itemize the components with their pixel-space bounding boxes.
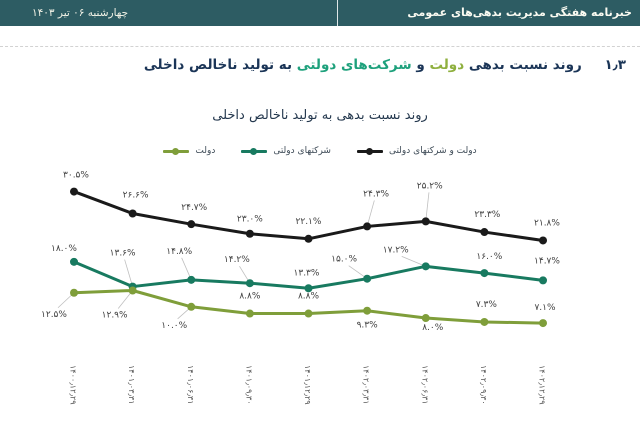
svg-text:۲۶.۶%: ۲۶.۶%: [123, 191, 149, 201]
svg-text:۱۴۰۲٫۰۶٫۳۱: ۱۴۰۲٫۰۶٫۳۱: [420, 365, 429, 405]
svg-text:۱۴۰۲٫۰۳٫۳۱: ۱۴۰۲٫۰۳٫۳۱: [362, 365, 371, 405]
header-date: چهارشنبه ۰۶ تیر ۱۴۰۳: [32, 7, 129, 19]
svg-text:۱۲.۵%: ۱۲.۵%: [41, 310, 67, 320]
legend-line-marker-icon: [241, 147, 268, 156]
svg-text:۱۴۰۱٫۱۲٫۲۹: ۱۴۰۱٫۱۲٫۲۹: [303, 365, 312, 405]
legend-item-government: دولت: [163, 146, 215, 156]
svg-text:۹.۳%: ۹.۳%: [357, 321, 379, 331]
svg-text:۲۳.۳%: ۲۳.۳%: [474, 210, 500, 220]
svg-text:۱۵.۰%: ۱۵.۰%: [331, 255, 357, 265]
svg-text:۲۵.۲%: ۲۵.۲%: [417, 181, 443, 191]
svg-text:۱۸.۰%: ۱۸.۰%: [51, 244, 77, 254]
section-number: ۱٫۳: [604, 57, 626, 73]
svg-text:۱۷.۲%: ۱۷.۲%: [383, 245, 409, 255]
svg-text:۱۴۰۰٫۱۲٫۲۹: ۱۴۰۰٫۱۲٫۲۹: [69, 365, 78, 405]
header-divider: [337, 0, 338, 26]
legend-label: دولت و شرکتهای دولتی: [388, 146, 477, 156]
svg-text:۱۴۰۱٫۰۹٫۳۰: ۱۴۰۱٫۰۹٫۳۰: [244, 365, 253, 405]
section-title: ۱٫۳ روند نسبت بدهی دولت و شرکت‌های دولتی…: [144, 57, 626, 73]
svg-text:۱۴.۷%: ۱۴.۷%: [534, 256, 560, 266]
svg-text:۱۴۰۱٫۰۳٫۳۱: ۱۴۰۱٫۰۳٫۳۱: [127, 365, 136, 405]
chart-title: روند نسبت بدهی به تولید ناخالص داخلی: [212, 108, 428, 123]
svg-text:۲۳.۰%: ۲۳.۰%: [237, 215, 263, 225]
svg-text:۲۴.۷%: ۲۴.۷%: [181, 203, 207, 213]
svg-text:۱۴۰۲٫۰۹٫۳۰: ۱۴۰۲٫۰۹٫۳۰: [479, 365, 488, 405]
chart-legend: دولت و شرکتهای دولتی شرکتهای دولتی دولت: [0, 146, 640, 156]
svg-text:۷.۱%: ۷.۱%: [534, 303, 556, 313]
legend-label: شرکتهای دولتی: [273, 146, 331, 156]
svg-text:۱۲.۹%: ۱۲.۹%: [102, 311, 128, 321]
debt-ratio-line-chart: ۳۰.۵% ۲۶.۶% ۲۴.۷% ۲۳.۰% ۲۲.۱% ۲۴.۳% ۲۵.۲% ۲۳.۳%…: [41, 171, 560, 405]
svg-text:۱۳.۶%: ۱۳.۶%: [110, 249, 136, 259]
svg-text:۷.۳%: ۷.۳%: [476, 300, 498, 310]
svg-text:۲۱.۸%: ۲۱.۸%: [534, 218, 560, 228]
svg-text:۱۳.۳%: ۱۳.۳%: [294, 268, 320, 278]
svg-text:۱۶.۰%: ۱۶.۰%: [476, 252, 502, 262]
svg-text:۸.۸%: ۸.۸%: [239, 292, 261, 302]
svg-text:۱۴۰۲٫۱۲٫۲۹: ۱۴۰۲٫۱۲٫۲۹: [538, 365, 547, 405]
newsletter-title: خبرنامه هفتگی مدیریت بدهی‌های عمومی: [407, 6, 632, 19]
svg-text:۸.۸%: ۸.۸%: [298, 292, 320, 302]
header-bar: چهارشنبه ۰۶ تیر ۱۴۰۳ خبرنامه هفتگی مدیری…: [0, 0, 640, 26]
svg-text:۱۴۰۱٫۰۶٫۳۱: ۱۴۰۱٫۰۶٫۳۱: [186, 365, 195, 405]
section-title-soe-word: شرکت‌های دولتی: [296, 57, 412, 73]
svg-text:۲۲.۱%: ۲۲.۱%: [296, 217, 322, 227]
svg-text:۸.۰%: ۸.۰%: [422, 323, 444, 333]
separator-line: [0, 46, 640, 47]
legend-item-soe: شرکتهای دولتی: [241, 146, 331, 156]
svg-text:۳۰.۵%: ۳۰.۵%: [63, 171, 89, 181]
section-title-conjunction: و: [416, 57, 425, 73]
legend-line-marker-icon: [163, 147, 190, 156]
svg-text:۱۰.۰%: ۱۰.۰%: [161, 321, 187, 331]
svg-text:۲۴.۳%: ۲۴.۳%: [363, 189, 389, 199]
section-title-part1: روند نسبت بدهی: [468, 57, 582, 73]
section-title-part2: به تولید ناخالص داخلی: [143, 57, 293, 73]
section-title-government-word: دولت: [429, 57, 465, 73]
legend-line-marker-icon: [356, 147, 383, 156]
svg-text:۱۴.۲%: ۱۴.۲%: [224, 255, 250, 265]
legend-label: دولت: [195, 146, 216, 156]
legend-item-total: دولت و شرکتهای دولتی: [356, 146, 477, 156]
svg-text:۱۴.۸%: ۱۴.۸%: [166, 247, 192, 257]
